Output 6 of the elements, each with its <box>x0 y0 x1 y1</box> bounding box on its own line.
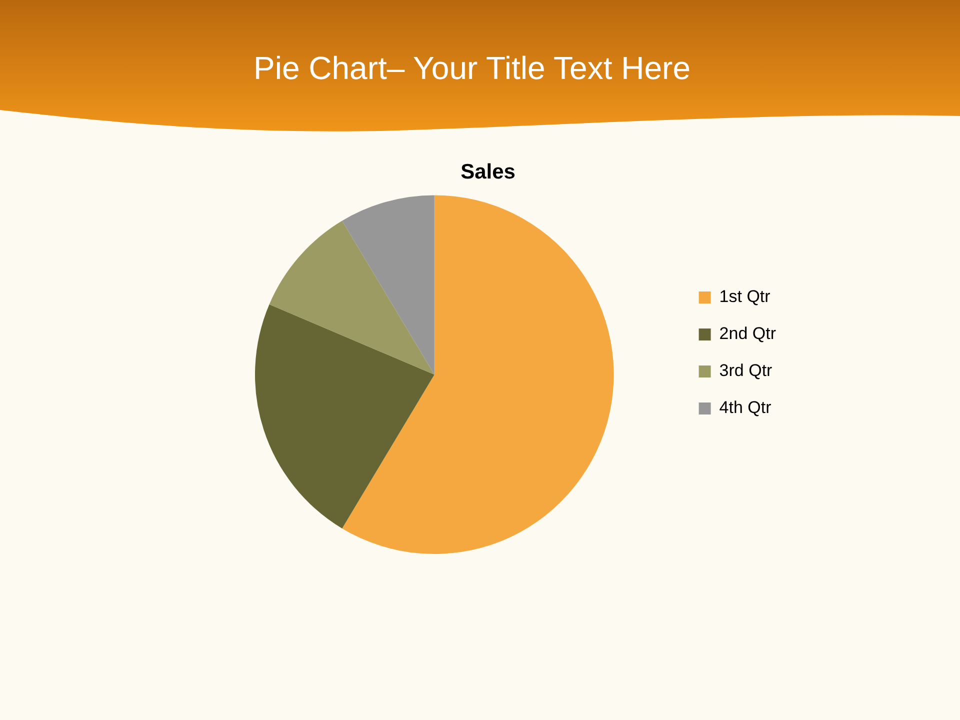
chart-title: Pie Chart– Your Title Text Here <box>252 49 692 88</box>
legend-label: 1st Qtr <box>719 287 771 306</box>
legend-label: 3rd Qtr <box>719 361 773 380</box>
legend-label: 4th Qtr <box>719 398 772 418</box>
legend-label: 2nd Qtr <box>719 324 776 344</box>
chart-subtitle: Sales <box>460 160 516 184</box>
